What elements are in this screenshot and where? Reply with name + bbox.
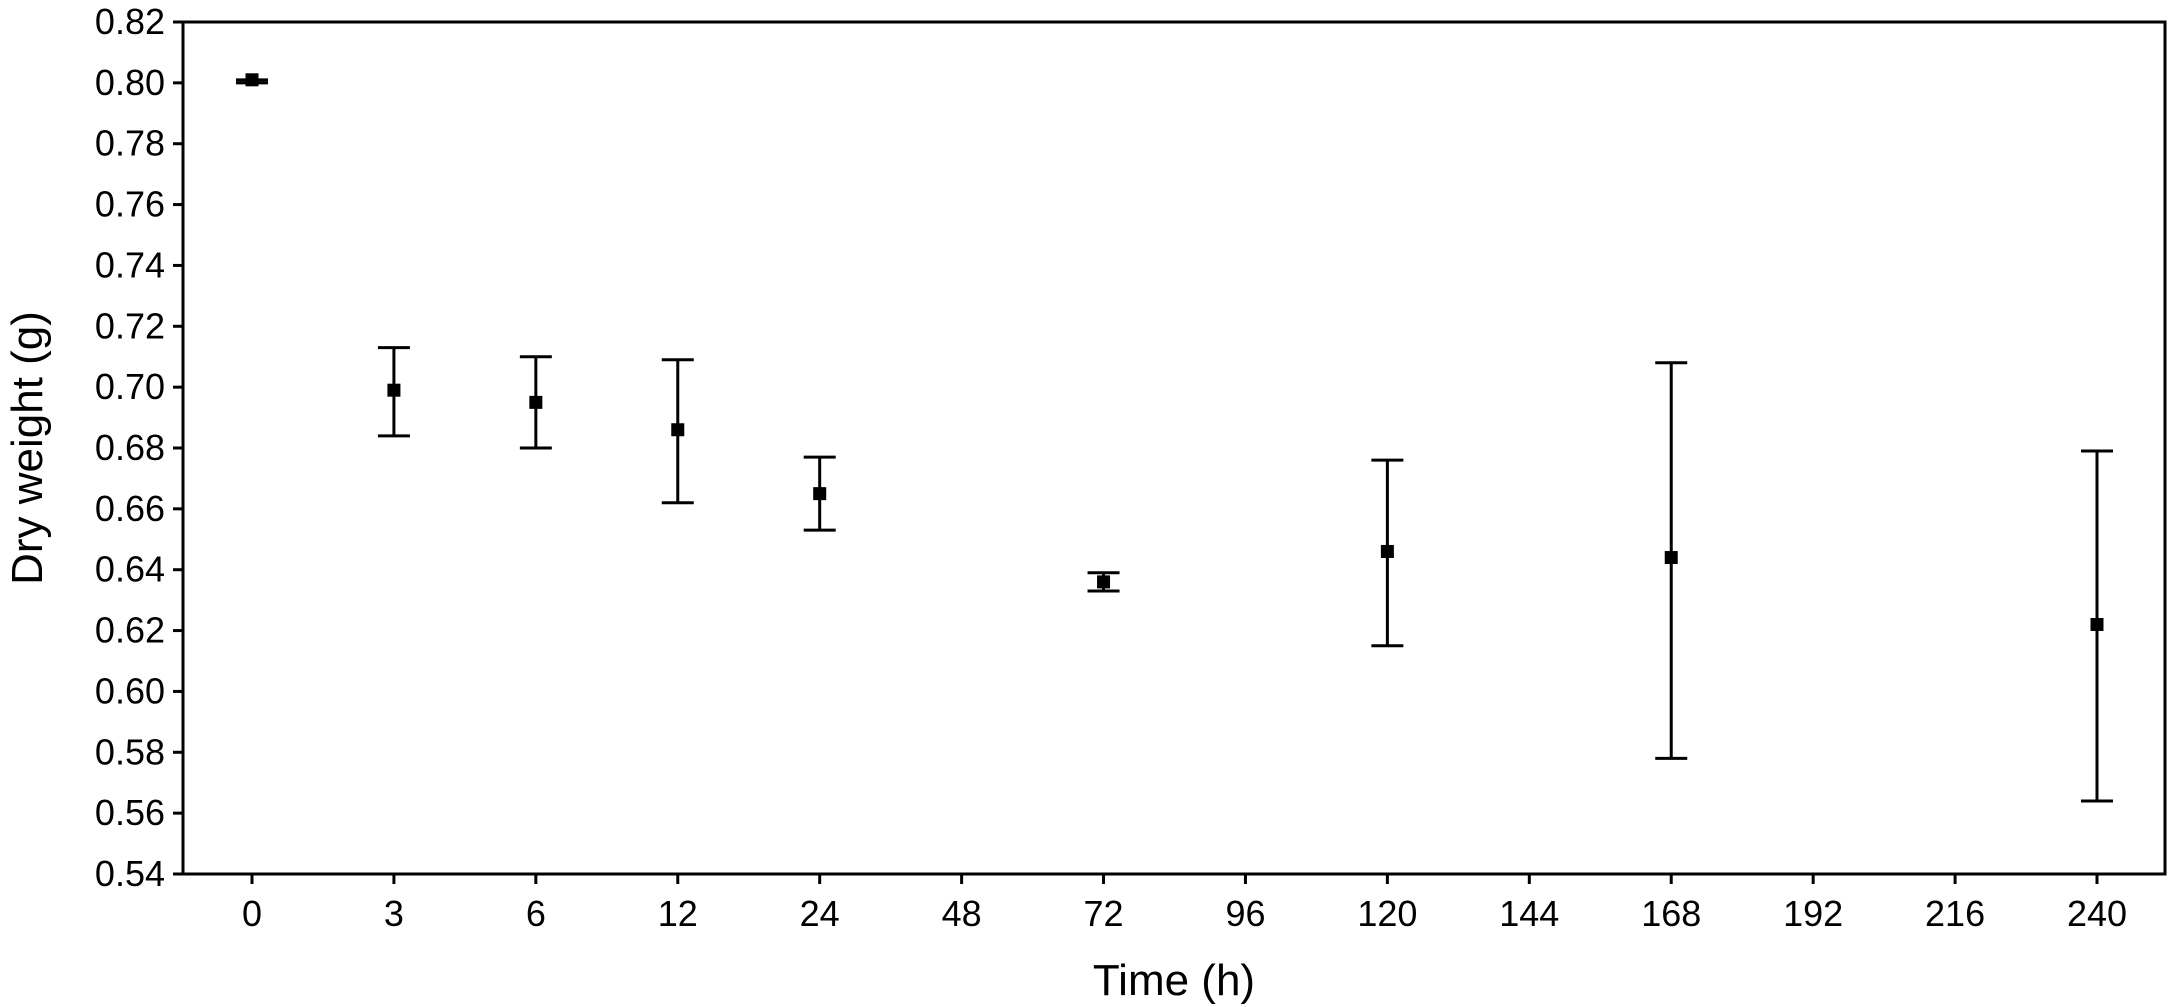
error-bars	[236, 78, 2113, 803]
y-tick-label: 0.60	[95, 670, 165, 711]
y-axis: 0.54 0.56 0.58 0.60 0.62 0.64 0.66 0.68 0.70 0.72…	[95, 1, 183, 894]
y-tick-label: 0.78	[95, 123, 165, 164]
data-point	[1380, 544, 1394, 558]
x-tick-label: 72	[1084, 893, 1124, 934]
x-tick-label: 240	[2067, 893, 2127, 934]
y-tick-label: 0.68	[95, 427, 165, 468]
y-tick-label: 0.72	[95, 305, 165, 346]
y-tick-label: 0.74	[95, 244, 165, 285]
y-tick-label: 0.82	[95, 1, 165, 42]
y-tick-label: 0.54	[95, 853, 165, 894]
x-tick-label: 120	[1357, 893, 1417, 934]
x-axis-title: Time (h)	[1093, 956, 1255, 1005]
x-axis: 0 3 6 12 24 48 72 96 120 144 168 192 216 240	[242, 874, 2127, 934]
x-tick-label: 6	[526, 893, 546, 934]
data-point	[1097, 575, 1111, 589]
data-point	[529, 395, 543, 409]
data-point	[245, 73, 259, 87]
x-tick-label: 192	[1783, 893, 1843, 934]
y-tick-label: 0.76	[95, 184, 165, 225]
y-tick-label: 0.66	[95, 488, 165, 529]
x-tick-label: 168	[1641, 893, 1701, 934]
data-point	[2090, 617, 2104, 631]
y-axis-title: Dry weight (g)	[3, 311, 52, 585]
x-tick-label: 96	[1225, 893, 1265, 934]
data-point	[387, 383, 401, 397]
data-point	[813, 487, 827, 501]
x-tick-label: 48	[942, 893, 982, 934]
plot-frame	[181, 20, 2167, 876]
x-tick-label: 12	[658, 893, 698, 934]
data-point	[1664, 551, 1678, 565]
data-points	[245, 73, 2104, 631]
y-tick-label: 0.80	[95, 62, 165, 103]
x-tick-label: 216	[1925, 893, 1985, 934]
y-tick-label: 0.64	[95, 549, 165, 590]
x-tick-label: 0	[242, 893, 262, 934]
y-tick-label: 0.58	[95, 731, 165, 772]
data-point	[671, 423, 685, 437]
y-tick-label: 0.70	[95, 366, 165, 407]
x-tick-label: 3	[384, 893, 404, 934]
y-tick-label: 0.62	[95, 610, 165, 651]
y-tick-label: 0.56	[95, 792, 165, 833]
x-tick-label: 144	[1499, 893, 1559, 934]
x-tick-label: 24	[800, 893, 840, 934]
